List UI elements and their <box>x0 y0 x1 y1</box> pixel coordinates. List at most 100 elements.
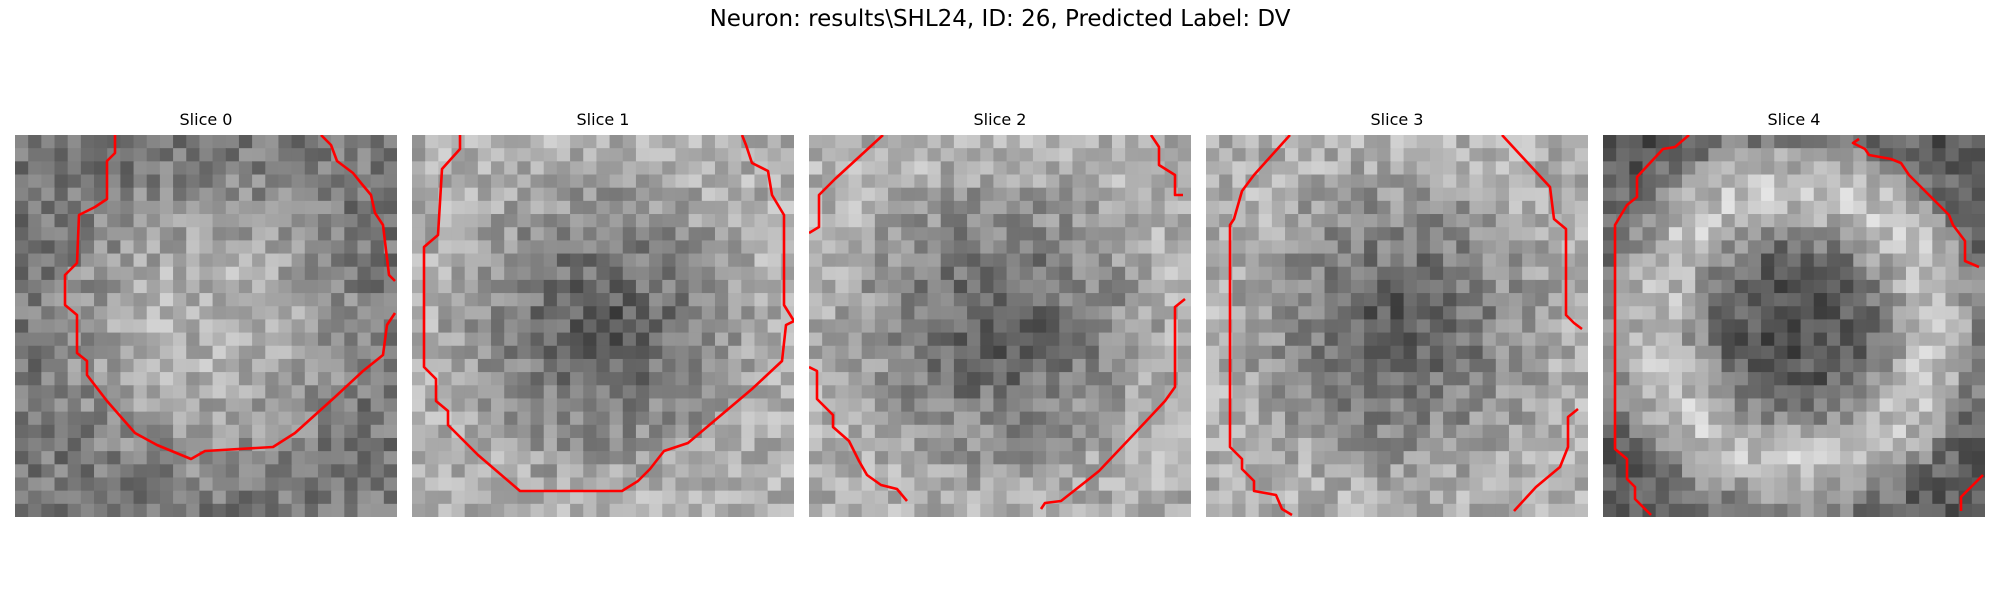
voxel <box>1616 358 1630 373</box>
voxel <box>159 398 174 413</box>
voxel <box>331 464 345 479</box>
voxel <box>1695 451 1709 465</box>
voxel <box>1416 174 1431 189</box>
voxel <box>1416 306 1431 321</box>
voxel <box>767 214 782 228</box>
voxel <box>809 411 823 426</box>
voxel <box>238 135 253 149</box>
voxel <box>822 332 836 347</box>
voxel <box>291 345 306 360</box>
voxel <box>1177 319 1191 334</box>
voxel <box>252 424 266 439</box>
voxel <box>304 174 319 189</box>
voxel <box>186 424 201 439</box>
voxel <box>54 332 69 347</box>
voxel <box>1905 358 1920 373</box>
voxel <box>848 293 863 307</box>
voxel <box>1774 253 1789 268</box>
voxel <box>1219 200 1233 215</box>
voxel <box>1800 306 1815 321</box>
voxel <box>41 174 56 189</box>
voxel <box>1629 240 1644 255</box>
voxel <box>1734 345 1749 360</box>
voxel <box>1945 437 1960 452</box>
voxel <box>1006 437 1021 452</box>
voxel <box>199 253 214 268</box>
voxel <box>146 319 161 334</box>
voxel <box>225 214 240 228</box>
voxel <box>1271 464 1286 479</box>
voxel <box>504 424 518 439</box>
voxel <box>1853 293 1868 307</box>
voxel <box>1905 161 1920 176</box>
voxel <box>1364 214 1378 228</box>
voxel <box>1324 214 1339 228</box>
voxel <box>1111 135 1126 149</box>
voxel <box>701 411 716 426</box>
voxel <box>1774 161 1789 176</box>
voxel <box>238 161 253 176</box>
voxel <box>383 477 397 492</box>
voxel <box>1125 358 1139 373</box>
voxel <box>238 148 253 162</box>
voxel <box>888 187 902 202</box>
voxel <box>675 187 690 202</box>
voxel <box>120 200 135 215</box>
voxel <box>967 240 981 255</box>
voxel <box>874 385 889 400</box>
voxel <box>741 332 756 347</box>
voxel <box>688 279 703 294</box>
voxel <box>1616 477 1630 492</box>
voxel <box>822 161 836 176</box>
voxel <box>212 464 227 479</box>
voxel <box>714 490 729 505</box>
voxel <box>504 135 518 149</box>
voxel <box>914 490 929 505</box>
voxel <box>1734 411 1749 426</box>
voxel <box>530 398 545 413</box>
voxel <box>1403 372 1418 386</box>
voxel <box>993 451 1008 465</box>
voxel <box>1271 161 1286 176</box>
voxel <box>728 503 742 517</box>
voxel <box>1774 279 1789 294</box>
voxel <box>1879 464 1894 479</box>
voxel <box>304 293 319 307</box>
voxel <box>596 161 611 176</box>
voxel <box>688 293 703 307</box>
voxel <box>1390 161 1405 176</box>
voxel <box>741 464 756 479</box>
voxel <box>967 464 981 479</box>
voxel <box>173 358 187 373</box>
voxel <box>412 503 426 517</box>
voxel <box>1443 306 1457 321</box>
voxel <box>848 174 863 189</box>
voxel <box>780 477 794 492</box>
voxel <box>1006 398 1021 413</box>
voxel <box>1813 451 1828 465</box>
voxel <box>252 385 266 400</box>
voxel <box>609 345 624 360</box>
voxel <box>1456 253 1471 268</box>
voxel <box>54 319 69 334</box>
voxel <box>927 398 942 413</box>
voxel <box>1469 332 1484 347</box>
voxel <box>1111 372 1126 386</box>
voxel <box>1443 424 1457 439</box>
voxel <box>754 437 769 452</box>
voxel <box>1853 372 1868 386</box>
voxel <box>953 306 968 321</box>
voxel <box>1761 372 1775 386</box>
voxel <box>265 161 280 176</box>
voxel <box>848 477 863 492</box>
voxel <box>1616 372 1630 386</box>
voxel <box>940 385 955 400</box>
voxel <box>1285 161 1299 176</box>
voxel <box>317 253 332 268</box>
voxel <box>80 227 95 241</box>
voxel <box>451 174 466 189</box>
voxel <box>1311 253 1326 268</box>
voxel <box>212 345 227 360</box>
voxel <box>370 293 385 307</box>
voxel <box>1695 266 1709 281</box>
